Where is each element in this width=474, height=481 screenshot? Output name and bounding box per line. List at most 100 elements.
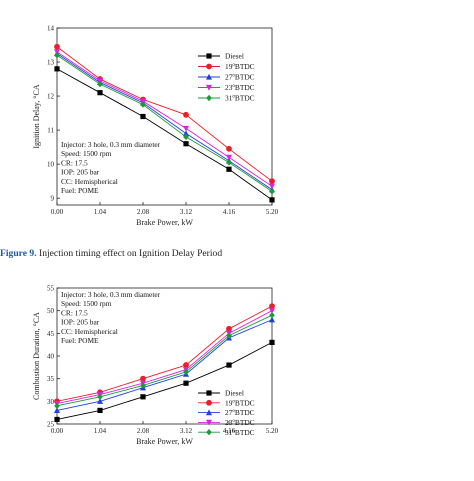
y-tick-label: 55 [47,285,55,293]
data-point [183,370,189,377]
legend-label: 19oBTDC [225,62,255,71]
x-tick-label: 0.00 [51,208,64,216]
data-point [140,394,146,400]
y-tick-label: 14 [47,25,55,33]
legend-marker [206,390,212,396]
data-point [226,332,232,339]
data-point [54,402,60,410]
y-tick-label: 25 [47,421,55,429]
x-tick-label: 1.04 [94,208,107,216]
data-point [54,52,60,59]
annotation-text: IOP: 205 bar [61,168,100,177]
annotation-text: Speed: 1500 rpm [61,149,112,158]
x-tick-label: 2.08 [137,427,150,435]
series-line [56,310,273,405]
data-point [183,141,189,147]
ignition-delay-chart: 0.00 1.04 2.08 3.12 4.16 5.20 9 10 11 12 13 14 Brake… [32,25,279,228]
figure-caption-label: Figure 9. [0,248,37,259]
y-tick-label: 10 [47,161,55,169]
annotation-text: CC: Hemispherical [61,177,118,186]
data-point [183,133,189,141]
data-point [269,303,275,310]
x-tick-label: 0.00 [51,427,64,435]
annotation-text: Fuel: POME [61,336,99,345]
data-point [97,398,103,404]
data-point [97,391,103,398]
series-line [56,342,273,420]
x-tick-label: 2.08 [137,208,150,216]
legend-marker [206,84,212,91]
data-point [54,398,60,405]
data-point [140,101,146,108]
figure-caption: Figure 9. Injection timing effect on Ign… [0,248,222,259]
legend-label: 31oBTDC [225,428,255,437]
data-point [226,166,232,172]
data-point [140,384,146,391]
data-point [183,368,189,376]
data-point [97,407,103,413]
data-point [183,380,189,386]
x-tick-label: 3.12 [180,427,193,435]
data-point [183,362,189,368]
legend-marker [206,399,212,406]
legend-marker [206,409,212,416]
legend-label: 31oBTDC [225,94,255,103]
data-point [54,407,60,413]
x-tick-label: 4.16 [223,208,236,216]
legend-marker [206,429,212,436]
annotation-text: CR: 17.5 [61,308,88,317]
data-point [97,80,103,88]
y-tick-label: 50 [47,307,55,315]
y-tick-label: 13 [47,59,55,67]
legend-marker [206,53,212,59]
data-point [226,159,232,166]
data-point [140,380,146,387]
series-line [56,54,273,192]
x-axis-label: Brake Power, kW [136,437,193,446]
series-line [56,53,273,191]
data-point [226,325,232,332]
series-line [56,314,273,407]
data-point [226,154,232,161]
data-point [226,145,232,152]
annotation-text: Injector: 3 hole, 0.3 mm diameter [61,140,161,149]
annotation-text: Fuel: POME [61,186,99,195]
data-point [97,90,103,96]
y-axis-label: Ignition Delay, °CA [32,84,41,148]
legend-label: 27oBTDC [225,408,255,417]
data-point [269,312,275,319]
y-tick-label: 35 [47,375,55,383]
data-point [226,334,232,341]
data-point [269,339,275,345]
legend-marker [206,63,212,70]
data-point [140,113,146,120]
legend-label: 23oBTDC [225,418,255,427]
y-tick-label: 40 [47,353,55,361]
data-point [140,375,146,382]
data-point [54,43,60,50]
data-point [183,367,189,373]
data-point [54,416,60,423]
data-point [226,330,232,337]
data-point [97,389,103,396]
x-tick-label: 5.20 [266,208,279,216]
annotation-text: IOP: 205 bar [61,318,100,327]
annotation-text: Speed: 1500 rpm [61,299,112,308]
legend-marker [206,419,212,426]
x-axis-label: Brake Power, kW [136,218,193,227]
y-tick-label: 9 [51,195,55,203]
data-point [269,178,275,185]
series-line [56,305,273,402]
plot-frame [56,27,273,206]
x-tick-label: 1.04 [94,427,107,435]
series-line [56,46,273,182]
figure-caption-text: Injection timing effect on Ignition Dela… [39,248,223,259]
y-tick-label: 11 [47,127,54,135]
data-point [183,130,189,137]
data-point [183,111,189,118]
y-tick-label: 12 [47,93,55,101]
data-point [269,197,275,203]
legend-label: Diesel [225,52,244,61]
legend-label: 23oBTDC [225,83,255,92]
data-point [269,316,275,323]
